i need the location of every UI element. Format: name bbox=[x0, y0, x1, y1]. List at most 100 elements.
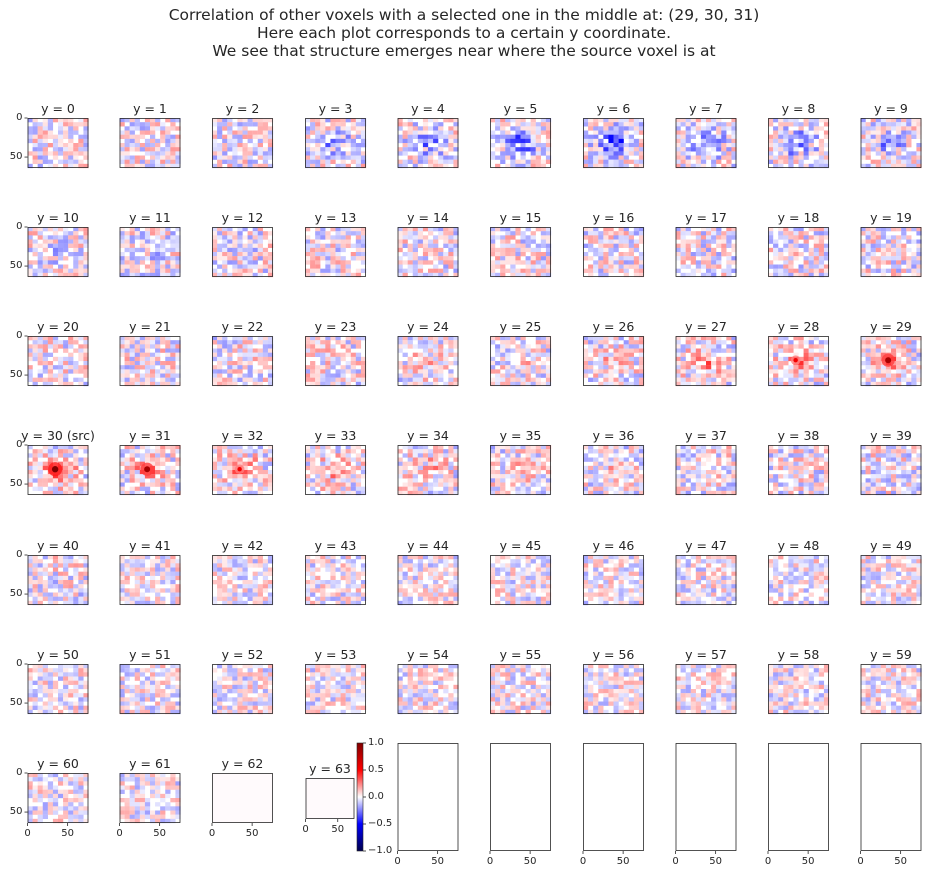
x-tick-label: 0 bbox=[116, 828, 123, 839]
panel-title: y = 29 bbox=[870, 319, 912, 334]
panel-frame bbox=[119, 445, 181, 495]
x-tick-label: 0 bbox=[486, 856, 494, 867]
panel-23 bbox=[305, 336, 367, 387]
panel-title: y = 32 bbox=[221, 428, 264, 443]
panel-frame bbox=[675, 445, 737, 495]
panel-title: y = 27 bbox=[685, 319, 727, 334]
panel-title: y = 14 bbox=[407, 210, 449, 225]
panel-22 bbox=[212, 336, 274, 387]
panel-2 bbox=[212, 118, 274, 169]
panel-30 bbox=[27, 445, 89, 496]
panel-frame bbox=[119, 227, 181, 277]
panel-title: y = 22 bbox=[221, 319, 264, 334]
x-tick-label: 50 bbox=[523, 856, 537, 867]
panel-frame bbox=[397, 227, 459, 277]
y-tick-label: 0 bbox=[16, 439, 23, 450]
panel-50 bbox=[27, 664, 89, 715]
panel-frame bbox=[490, 336, 551, 386]
panel-title: y = 58 bbox=[777, 647, 820, 662]
panel-frame bbox=[212, 227, 273, 277]
colorbar-tick-label: 1.0 bbox=[368, 737, 384, 748]
panel-8 bbox=[768, 118, 830, 169]
panel-frame bbox=[675, 118, 737, 168]
x-tick-label: 50 bbox=[431, 856, 444, 867]
panel-11 bbox=[119, 227, 181, 278]
x-tick-label: 50 bbox=[616, 856, 630, 867]
panel-title: y = 13 bbox=[314, 210, 357, 225]
colorbar-tick-label: −0.5 bbox=[368, 818, 393, 829]
panel-frame bbox=[119, 336, 181, 386]
panel-title: y = 28 bbox=[777, 319, 820, 334]
panel-frame bbox=[860, 336, 922, 386]
panel-frame bbox=[860, 445, 922, 495]
panel-title: y = 39 bbox=[870, 428, 912, 443]
panel-title: y = 24 bbox=[407, 319, 449, 334]
figure-title-line: We see that structure emerges near where… bbox=[212, 42, 716, 60]
panel-frame bbox=[397, 445, 459, 495]
panel-title: y = 4 bbox=[411, 101, 445, 116]
panel-31 bbox=[119, 445, 181, 496]
panel-17 bbox=[675, 227, 737, 278]
empty-panel bbox=[583, 743, 644, 851]
panel-frame bbox=[768, 445, 829, 495]
panel-title: y = 57 bbox=[685, 647, 727, 662]
panel-frame bbox=[860, 555, 922, 605]
panel-3 bbox=[305, 118, 367, 169]
y-tick-label: 50 bbox=[9, 588, 23, 600]
x-tick-label: 0 bbox=[302, 824, 309, 835]
panel-frame bbox=[583, 118, 644, 168]
colorbar-tick-label: 0.0 bbox=[368, 791, 384, 802]
panel-frame bbox=[305, 227, 366, 277]
figure-title-line: Correlation of other voxels with a selec… bbox=[168, 6, 760, 24]
panel-frame bbox=[768, 227, 829, 277]
panel-20 bbox=[27, 336, 89, 387]
panel-frame bbox=[675, 664, 737, 714]
panel-56 bbox=[583, 664, 645, 715]
panel-title: y = 43 bbox=[314, 538, 357, 553]
empty-panel bbox=[397, 743, 459, 851]
panel-25 bbox=[490, 336, 552, 387]
panel-title: y = 55 bbox=[499, 647, 542, 662]
panel-title: y = 36 bbox=[592, 428, 635, 443]
colorbar-tick-label: −1.0 bbox=[368, 845, 393, 856]
panel-title: y = 33 bbox=[314, 428, 357, 443]
panel-35 bbox=[490, 445, 552, 496]
panel-title: y = 53 bbox=[314, 647, 357, 662]
panel-frame bbox=[768, 555, 829, 605]
panel-4 bbox=[397, 118, 459, 169]
y-tick-label: 0 bbox=[16, 112, 23, 123]
panel-frame bbox=[27, 664, 89, 714]
panel-6 bbox=[583, 118, 645, 169]
panel-40 bbox=[27, 555, 89, 606]
panel-title: y = 49 bbox=[870, 538, 912, 553]
panel-44 bbox=[397, 555, 459, 606]
panel-title: y = 12 bbox=[221, 210, 264, 225]
panel-title: y = 38 bbox=[777, 428, 820, 443]
panel-frame bbox=[212, 773, 273, 823]
y-tick-label: 50 bbox=[9, 478, 23, 490]
panel-frame bbox=[305, 664, 366, 714]
panel-frame bbox=[675, 227, 737, 277]
panel-frame bbox=[27, 118, 89, 168]
x-tick-label: 0 bbox=[579, 856, 587, 867]
panel-19 bbox=[860, 227, 922, 278]
panel-frame bbox=[397, 664, 459, 714]
panel-title: y = 30 (src) bbox=[21, 428, 95, 443]
panel-title: y = 42 bbox=[221, 538, 264, 553]
panel-frame bbox=[860, 118, 922, 168]
panel-1 bbox=[119, 118, 181, 169]
y-tick-label: 0 bbox=[16, 330, 23, 341]
panel-title: y = 48 bbox=[777, 538, 820, 553]
colorbar-tick-label: 0.5 bbox=[368, 764, 384, 775]
panel-title: y = 41 bbox=[129, 538, 171, 553]
panel-title: y = 47 bbox=[685, 538, 727, 553]
panel-title: y = 59 bbox=[870, 647, 912, 662]
panel-title: y = 6 bbox=[596, 101, 631, 116]
x-tick-label: 0 bbox=[24, 828, 31, 839]
panel-38 bbox=[768, 445, 830, 496]
panel-24 bbox=[397, 336, 459, 387]
panel-10 bbox=[27, 227, 89, 278]
panel-title: y = 50 bbox=[37, 647, 79, 662]
panel-frame bbox=[583, 445, 644, 495]
